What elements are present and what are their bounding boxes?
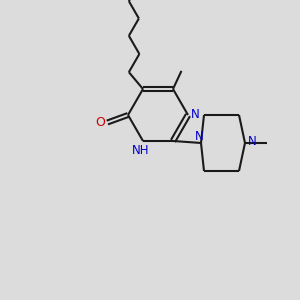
Text: O: O [95,116,105,129]
Text: N: N [190,107,200,121]
Text: N: N [195,130,203,143]
Text: N: N [248,136,256,148]
Text: NH: NH [132,145,150,158]
